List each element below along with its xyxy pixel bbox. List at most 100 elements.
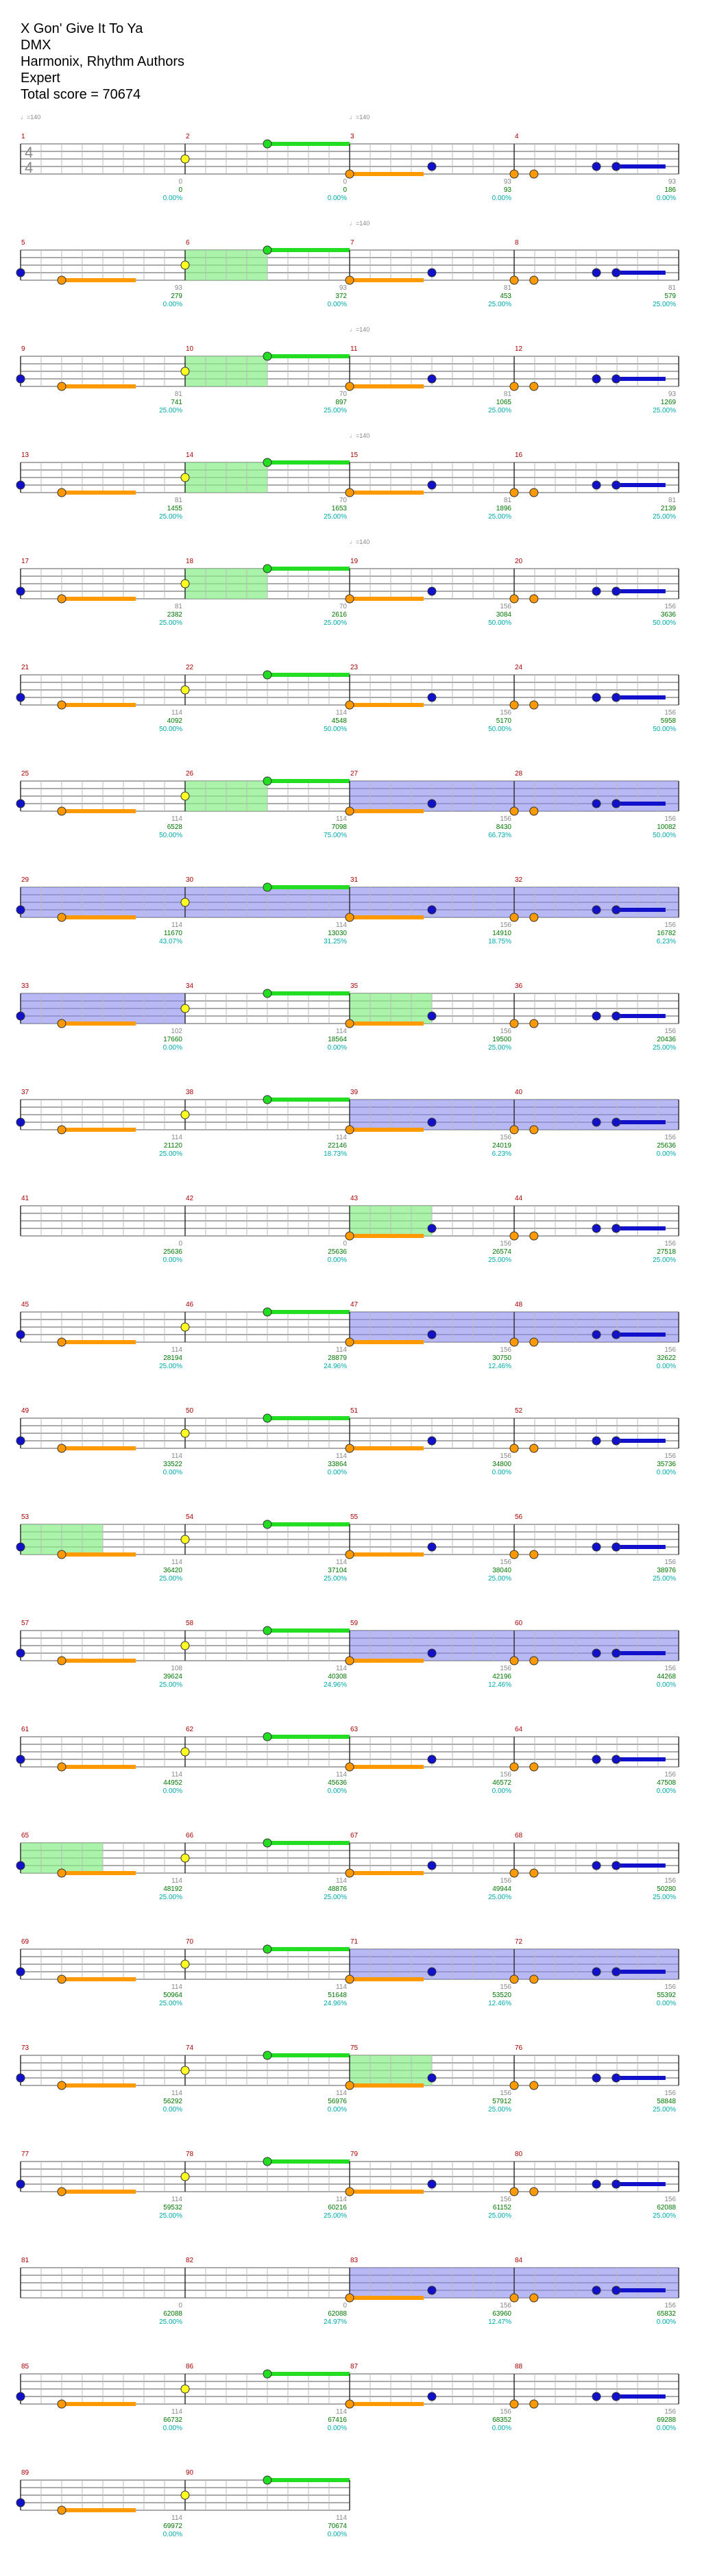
note-gem bbox=[180, 2066, 190, 2075]
measure-points: 81 bbox=[504, 497, 512, 504]
sustain-tail bbox=[350, 491, 424, 495]
measure-score: 22146 bbox=[328, 1142, 347, 1150]
note-gem bbox=[529, 1125, 539, 1135]
measure-number: 47 bbox=[350, 1301, 359, 1309]
measure-number: 84 bbox=[515, 2257, 523, 2264]
measure-points: 156 bbox=[664, 921, 676, 929]
artist-name: DMX bbox=[21, 38, 51, 53]
measure-score: 16782 bbox=[657, 930, 676, 937]
note-gem bbox=[529, 1019, 539, 1028]
measure-points: 81 bbox=[175, 391, 183, 398]
note-gem bbox=[16, 1542, 25, 1552]
note-gem bbox=[57, 275, 66, 285]
measure-score: 48876 bbox=[328, 1885, 347, 1893]
measure-score: 579 bbox=[664, 293, 676, 300]
sustain-tail bbox=[267, 567, 350, 571]
measure-number: 9 bbox=[21, 345, 25, 353]
sustain-tail bbox=[350, 1765, 424, 1769]
note-gem bbox=[592, 1967, 601, 1977]
measure-number: 55 bbox=[350, 1513, 359, 1521]
measure-points: 114 bbox=[171, 709, 182, 717]
measure-score: 57912 bbox=[492, 2098, 511, 2105]
note-gem bbox=[612, 480, 621, 490]
measure-multiplier: 66.73% bbox=[488, 832, 511, 839]
measure-multiplier: 50.00% bbox=[324, 726, 347, 733]
measure-points: 156 bbox=[500, 1665, 511, 1672]
measure-points: 114 bbox=[336, 1983, 347, 1991]
note-gem bbox=[180, 791, 190, 801]
measure-score: 25636 bbox=[657, 1142, 676, 1150]
note-gem bbox=[509, 275, 519, 285]
note-gem bbox=[345, 1231, 354, 1241]
sustain-tail bbox=[616, 908, 666, 912]
measure-multiplier: 25.00% bbox=[653, 513, 676, 521]
measure-points: 156 bbox=[664, 2302, 676, 2309]
note-gem bbox=[529, 2081, 539, 2090]
sustain-tail bbox=[62, 1659, 136, 1663]
measure-multiplier: 25.00% bbox=[159, 1681, 182, 1689]
measure-points: 114 bbox=[336, 921, 347, 929]
note-gem bbox=[529, 1974, 539, 1984]
note-gem bbox=[612, 1967, 621, 1977]
note-gem bbox=[180, 1641, 190, 1650]
measure-points: 81 bbox=[504, 391, 512, 398]
measure-multiplier: 31.25% bbox=[324, 938, 347, 945]
measure-number: 16 bbox=[515, 451, 523, 459]
measure-score: 4548 bbox=[332, 717, 348, 725]
note-gem bbox=[592, 1861, 601, 1870]
note-gem bbox=[57, 913, 66, 922]
note-gem bbox=[427, 1861, 437, 1870]
sustain-tail bbox=[616, 483, 666, 487]
measure-score: 0 bbox=[178, 186, 182, 194]
measure-number: 25 bbox=[21, 770, 29, 778]
note-gem bbox=[427, 2392, 437, 2401]
measure-multiplier: 50.00% bbox=[653, 619, 676, 627]
sustain-tail bbox=[350, 1552, 424, 1557]
note-gem bbox=[180, 1853, 190, 1863]
note-gem bbox=[509, 488, 519, 497]
measure-multiplier: 25.00% bbox=[653, 301, 676, 308]
note-gem bbox=[16, 268, 25, 277]
sustain-tail bbox=[616, 1014, 666, 1018]
measure-multiplier: 0.00% bbox=[328, 1256, 347, 1264]
measure-points: 156 bbox=[500, 1028, 511, 1035]
measure-points: 156 bbox=[500, 1240, 511, 1248]
note-gem bbox=[263, 1095, 272, 1104]
measure-points: 156 bbox=[500, 2408, 511, 2416]
sustain-tail bbox=[616, 1333, 666, 1337]
measure-multiplier: 24.97% bbox=[324, 2318, 347, 2326]
note-gem bbox=[180, 2384, 190, 2394]
sustain-tail bbox=[350, 172, 424, 176]
measure-points: 114 bbox=[336, 2408, 347, 2416]
measure-number: 72 bbox=[515, 1938, 523, 1946]
measure-score: 1269 bbox=[661, 399, 677, 406]
measure-number: 54 bbox=[186, 1513, 194, 1521]
measure-multiplier: 25.00% bbox=[653, 1044, 676, 1052]
note-gem bbox=[345, 1444, 354, 1453]
measure-points: 108 bbox=[171, 1665, 182, 1672]
measure-points: 114 bbox=[336, 2514, 347, 2522]
note-gem bbox=[16, 799, 25, 808]
measure-multiplier: 25.00% bbox=[324, 2212, 347, 2220]
measure-number: 21 bbox=[21, 664, 29, 671]
note-gem bbox=[180, 1747, 190, 1757]
note-gem bbox=[263, 670, 272, 680]
sustain-tail bbox=[350, 809, 424, 813]
note-gem bbox=[427, 693, 437, 702]
measure-multiplier: 12.46% bbox=[488, 2000, 511, 2007]
measure-points: 156 bbox=[500, 709, 511, 717]
measure-multiplier: 0.00% bbox=[657, 195, 676, 202]
sustain-tail bbox=[350, 1128, 424, 1132]
note-gem bbox=[509, 594, 519, 604]
measure-number: 81 bbox=[21, 2257, 29, 2264]
measure-points: 0 bbox=[343, 178, 347, 186]
measure-multiplier: 25.00% bbox=[159, 407, 182, 414]
measure-points: 102 bbox=[171, 1028, 182, 1035]
measure-number: 36 bbox=[515, 982, 523, 990]
sustain-tail bbox=[62, 1765, 136, 1769]
measure-points: 114 bbox=[171, 2408, 182, 2416]
measure-multiplier: 50.00% bbox=[488, 619, 511, 627]
measure-score: 186 bbox=[664, 186, 676, 194]
note-gem bbox=[529, 169, 539, 179]
charter-name: Harmonix, Rhythm Authors bbox=[21, 54, 184, 69]
